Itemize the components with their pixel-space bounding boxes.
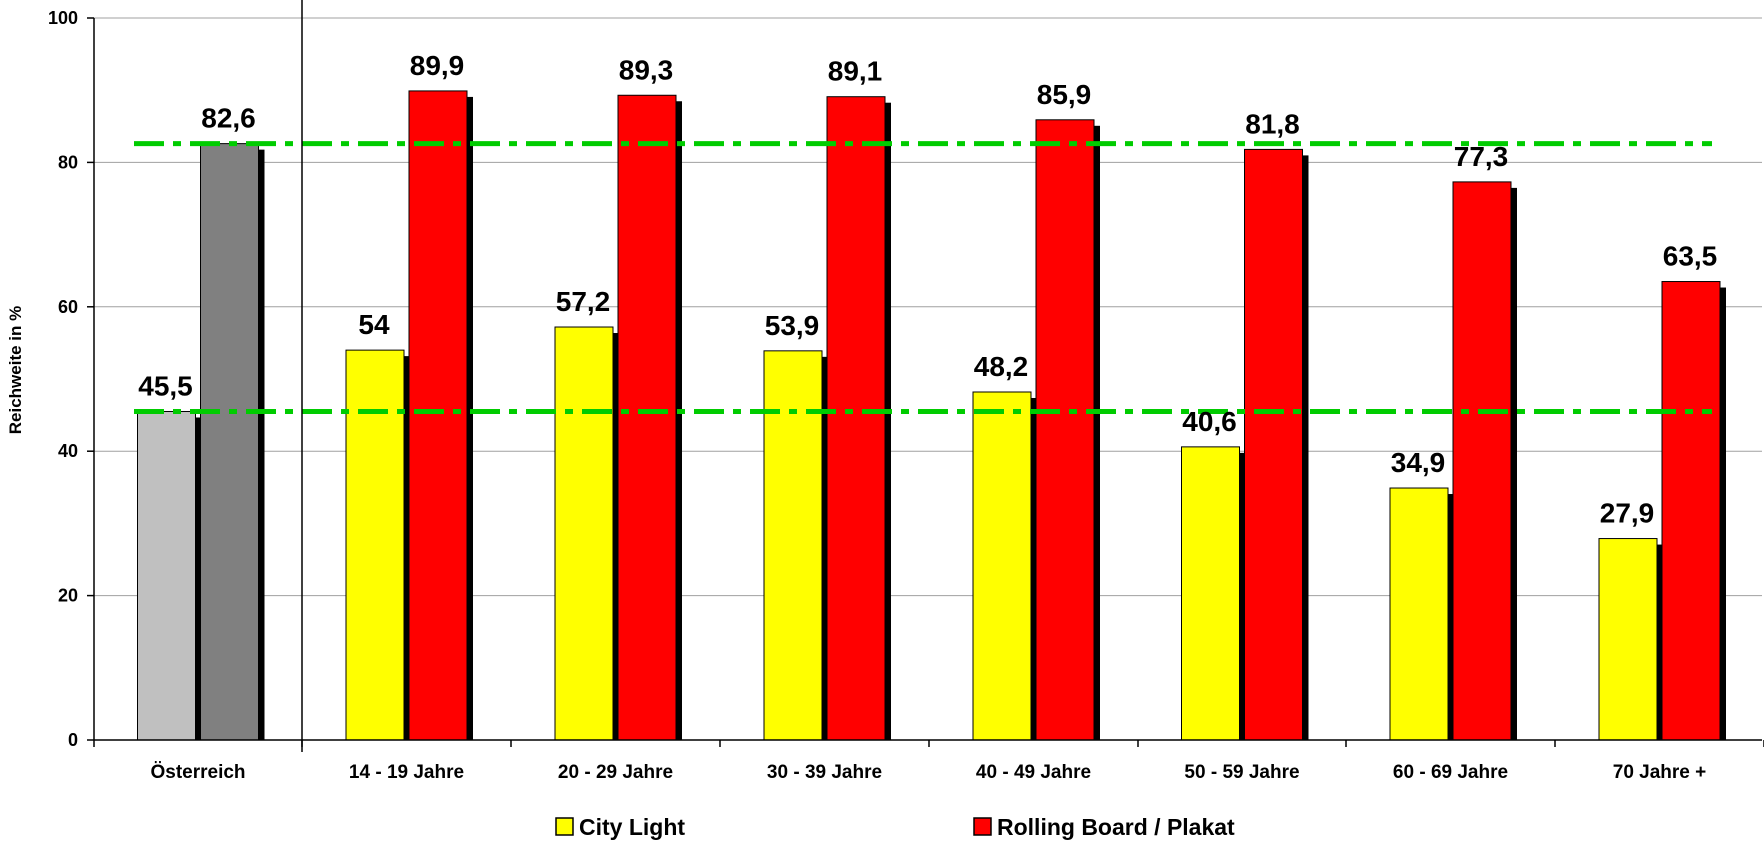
y-tick-label: 80 xyxy=(58,152,78,172)
data-label: 54 xyxy=(358,309,390,340)
legend-swatch xyxy=(973,817,992,836)
bar xyxy=(1598,538,1658,741)
y-axis-title: Reichweite in % xyxy=(6,306,25,434)
data-label: 57,2 xyxy=(556,286,611,317)
data-label: 89,3 xyxy=(619,54,674,85)
bar xyxy=(1035,119,1095,741)
data-label: 81,8 xyxy=(1245,108,1300,139)
data-label: 85,9 xyxy=(1037,79,1092,110)
legend: City Light Rolling Board / Plakat xyxy=(555,814,1235,840)
bar xyxy=(1661,281,1721,741)
data-labels: 45,5 82,6 54 89,9 57,2 89,3 53,9 89,1 48,2 85,9 40… xyxy=(138,50,1717,529)
legend-swatch xyxy=(555,817,574,836)
data-label: 27,9 xyxy=(1600,498,1655,529)
data-label: 89,1 xyxy=(828,56,883,87)
x-tick-label: 40 - 49 Jahre xyxy=(976,762,1091,783)
legend-label: City Light xyxy=(579,814,685,840)
legend-label: Rolling Board / Plakat xyxy=(997,814,1235,840)
y-tick-label: 20 xyxy=(58,586,78,606)
y-tick-label: 40 xyxy=(58,441,78,461)
bar xyxy=(1244,148,1303,741)
data-label: 63,5 xyxy=(1663,241,1718,272)
data-label: 34,9 xyxy=(1391,447,1446,478)
data-label: 53,9 xyxy=(765,310,820,341)
data-label: 89,9 xyxy=(410,50,465,81)
data-label: 77,3 xyxy=(1454,141,1509,172)
data-label: 48,2 xyxy=(974,351,1029,382)
y-tick-label: 100 xyxy=(48,8,78,28)
x-tick-label: 50 - 59 Jahre xyxy=(1184,762,1299,783)
bar xyxy=(1181,446,1240,741)
bar xyxy=(554,326,614,741)
data-label: 45,5 xyxy=(138,370,193,401)
x-tick-label: 30 - 39 Jahre xyxy=(767,762,882,783)
bar xyxy=(408,90,468,741)
bar xyxy=(1389,487,1449,741)
bar xyxy=(826,96,886,741)
bars xyxy=(134,90,1726,741)
bar xyxy=(345,349,405,741)
x-tick-label: 20 - 29 Jahre xyxy=(558,762,673,783)
x-tick-label: 70 Jahre + xyxy=(1613,762,1707,783)
bar xyxy=(137,410,196,741)
data-label: 82,6 xyxy=(201,103,256,134)
y-tick-label: 0 xyxy=(68,730,78,750)
bar xyxy=(200,143,259,741)
axes: 0 20 40 60 80 100 Österreich 14 - 19 Jahre 20 - … xyxy=(48,0,1764,783)
x-tick-label: 60 - 69 Jahre xyxy=(1393,762,1508,783)
bar xyxy=(617,94,677,741)
bar xyxy=(972,391,1032,741)
data-label: 40,6 xyxy=(1182,406,1237,437)
x-tick-label: Österreich xyxy=(150,762,245,783)
x-tick-label: 14 - 19 Jahre xyxy=(349,762,464,783)
y-tick-label: 60 xyxy=(58,297,78,317)
bar xyxy=(1452,181,1512,741)
